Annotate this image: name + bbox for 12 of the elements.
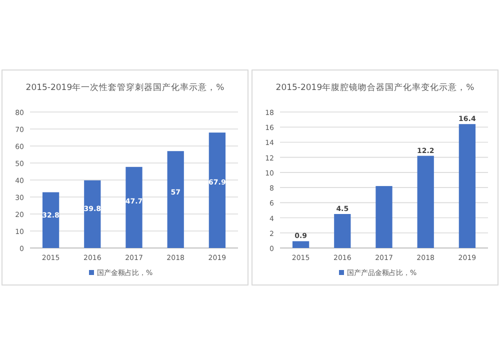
bar — [458, 124, 476, 248]
bar — [334, 214, 351, 248]
bar — [84, 180, 101, 248]
bar — [167, 151, 184, 248]
chart-title: 2015-2019年腹腔镜吻合器国产化率变化示意，% — [276, 82, 474, 93]
bar — [208, 132, 226, 248]
bar — [42, 192, 60, 248]
bar — [126, 166, 142, 248]
bar — [292, 241, 310, 248]
bar — [376, 186, 392, 248]
chart-title: 2015-2019年一次性套管穿刺器国产化率示意，% — [26, 82, 224, 93]
bar — [417, 156, 434, 248]
